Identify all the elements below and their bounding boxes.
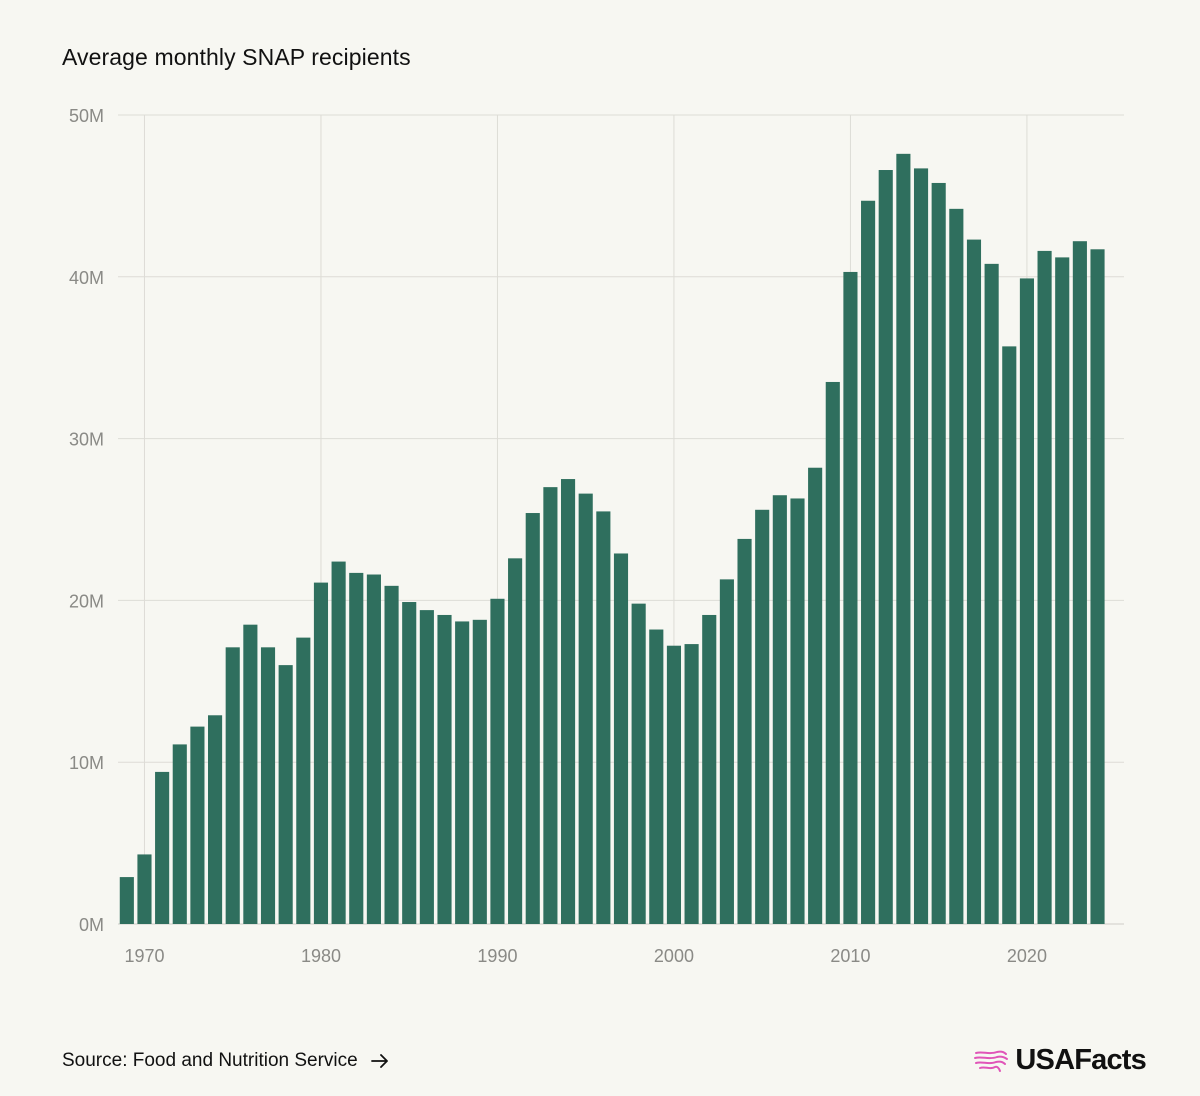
x-tick-label: 1980 (301, 946, 341, 966)
bar-2022 (1055, 257, 1070, 924)
bar-1978 (278, 665, 293, 924)
bar-1971 (155, 771, 170, 924)
x-axis-ticks: 1970 1980 1990 2000 2010 2020 (124, 946, 1047, 966)
bar-2018 (984, 263, 999, 925)
bar-1980 (313, 582, 329, 924)
bar-2011 (861, 200, 876, 924)
bar-2009 (825, 381, 840, 925)
bar-1995 (578, 493, 593, 924)
y-axis-ticks: 0M 10M 20M 30M 40M 50M (69, 106, 104, 935)
y-tick-label: 30M (69, 430, 104, 450)
bar-1986 (419, 610, 434, 924)
bar-2000 (666, 645, 682, 924)
bar-2016 (949, 208, 964, 924)
bar-1998 (631, 603, 646, 924)
bar-2006 (772, 495, 787, 924)
bar-chart: 0M 10M 20M 30M 40M 50M 1970 1980 1990 2000 2010 20… (69, 106, 1124, 966)
bar-2001 (684, 644, 699, 924)
bar-1985 (402, 602, 417, 924)
bar-1988 (455, 621, 470, 924)
bar-1977 (260, 647, 276, 924)
bar-1987 (437, 614, 452, 924)
bar-1975 (225, 647, 240, 924)
bar-1993 (543, 487, 558, 924)
bar-2003 (719, 579, 734, 924)
bar-1999 (649, 629, 664, 924)
source-link[interactable]: Source: Food and Nutrition Service (62, 1050, 390, 1072)
bar-1976 (243, 624, 258, 924)
bar-1991 (508, 558, 523, 924)
bar-2005 (755, 509, 770, 924)
bar-2017 (966, 239, 982, 924)
bar-2014 (913, 168, 929, 925)
bar-1970 (137, 854, 152, 924)
brand-name: USAFacts (1015, 1044, 1146, 1076)
bar-1974 (208, 715, 223, 924)
bar-2008 (808, 467, 823, 924)
x-tick-label: 2010 (830, 946, 870, 966)
bar-1979 (296, 637, 311, 924)
y-tick-label: 40M (69, 268, 104, 288)
bar-2007 (790, 498, 805, 924)
bar-1973 (190, 726, 205, 924)
bar-2013 (896, 153, 911, 924)
bar-2012 (878, 170, 893, 925)
x-tick-label: 1970 (124, 946, 164, 966)
bar-1982 (349, 572, 364, 924)
bar-2004 (737, 538, 752, 924)
bar-2019 (1002, 346, 1017, 924)
x-tick-label: 2020 (1007, 946, 1047, 966)
bar-2024 (1090, 249, 1105, 924)
bar-1992 (525, 513, 540, 924)
x-tick-label: 2000 (654, 946, 694, 966)
y-tick-label: 50M (69, 106, 104, 126)
bars (119, 153, 1105, 925)
brand-logo[interactable]: USAFacts (973, 1044, 1147, 1077)
bar-2015 (931, 182, 946, 924)
bar-2010 (843, 271, 858, 924)
bar-2020 (1019, 278, 1034, 925)
bar-1996 (596, 511, 611, 924)
bar-1994 (560, 479, 576, 924)
bar-1990 (490, 598, 505, 924)
x-tick-label: 1990 (477, 946, 517, 966)
bar-2023 (1072, 241, 1087, 925)
source-label: Source: Food and Nutrition Service (62, 1050, 358, 1071)
bar-2021 (1037, 250, 1052, 925)
bar-2002 (702, 614, 717, 924)
bar-1972 (172, 744, 187, 924)
bar-1989 (472, 619, 487, 924)
usa-map-stripes-icon (974, 1050, 1009, 1072)
chart-title: Average monthly SNAP recipients (62, 44, 411, 70)
arrow-right-icon (370, 1054, 388, 1068)
bar-1969 (119, 877, 134, 924)
bar-1997 (613, 553, 629, 924)
bar-1983 (366, 574, 381, 924)
y-tick-label: 0M (79, 915, 104, 935)
y-tick-label: 20M (69, 591, 104, 611)
bar-1984 (384, 585, 399, 924)
y-tick-label: 10M (69, 753, 104, 773)
bar-1981 (331, 561, 346, 924)
